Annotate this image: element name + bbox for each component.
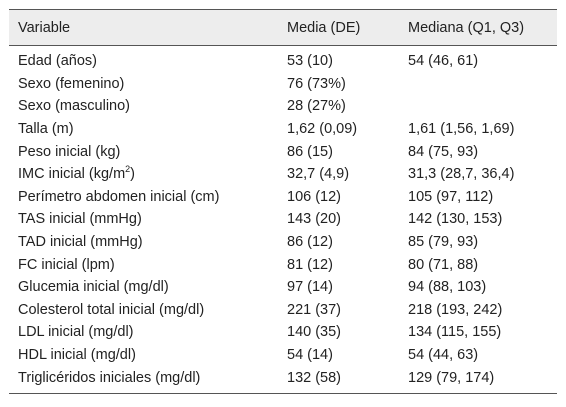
cell-media: 1,62 (0,09): [287, 121, 358, 138]
header-mediana: Mediana (Q1, Q3): [399, 9, 557, 46]
cell-variable: FC inicial (lpm): [18, 256, 115, 273]
cell-variable: Sexo (masculino): [18, 98, 131, 115]
cell-variable: Peso inicial (kg): [18, 143, 121, 160]
table-row: TAS inicial (mmHg) 143 (20) 142 (130, 15…: [9, 208, 557, 231]
cell-media: 86 (15): [287, 143, 333, 160]
cell-media: 81 (12): [287, 256, 333, 273]
data-table: Variable Media (DE) Mediana (Q1, Q3) Eda…: [9, 9, 557, 394]
cell-media: 140 (35): [287, 324, 342, 341]
data-table-container: Variable Media (DE) Mediana (Q1, Q3) Eda…: [9, 9, 557, 394]
cell-variable: Colesterol total inicial (mg/dl): [18, 301, 205, 318]
table-row: LDL inicial (mg/dl) 140 (35) 134 (115, 1…: [9, 321, 557, 344]
cell-variable: Sexo (femenino): [18, 75, 125, 92]
cell-mediana: 54 (46, 61): [408, 53, 479, 70]
table-row: Sexo (femenino) 76 (73%): [9, 73, 557, 96]
table-row: FC inicial (lpm) 81 (12) 80 (71, 88): [9, 253, 557, 276]
cell-mediana: 84 (75, 93): [408, 143, 479, 160]
cell-variable-prefix: IMC inicial (kg/m: [18, 166, 126, 183]
cell-variable: Perímetro abdomen inicial (cm): [18, 188, 220, 205]
cell-media: 53 (10): [287, 53, 333, 70]
cell-media: 97 (14): [287, 279, 333, 296]
cell-variable-suffix: ): [130, 166, 136, 183]
cell-media: 54 (14): [287, 347, 333, 364]
cell-mediana: 134 (115, 155): [408, 324, 502, 341]
cell-mediana: [399, 95, 557, 118]
cell-variable: Talla (m): [18, 121, 74, 138]
cell-media: 32,7 (4,9): [287, 166, 350, 183]
table-row: Perímetro abdomen inicial (cm) 106 (12) …: [9, 186, 557, 209]
cell-variable: Edad (años): [18, 53, 97, 70]
cell-variable: Glucemia inicial (mg/dl): [18, 279, 169, 296]
cell-media: 106 (12): [287, 188, 342, 205]
cell-mediana: 142 (130, 153): [408, 211, 503, 228]
cell-mediana: 85 (79, 93): [408, 234, 479, 251]
table-row: Colesterol total inicial (mg/dl) 221 (37…: [9, 299, 557, 322]
table-header-row: Variable Media (DE) Mediana (Q1, Q3): [9, 9, 557, 46]
table-row: HDL inicial (mg/dl) 54 (14) 54 (44, 63): [9, 344, 557, 367]
table-row: TAD inicial (mmHg) 86 (12) 85 (79, 93): [9, 231, 557, 254]
cell-mediana: 94 (88, 103): [408, 279, 487, 296]
table-row: Triglicéridos iniciales (mg/dl) 132 (58)…: [9, 366, 557, 394]
cell-media: 221 (37): [287, 301, 342, 318]
cell-mediana: 218 (193, 242): [408, 301, 503, 318]
cell-variable: IMC inicial (kg/m2): [9, 163, 278, 186]
cell-media: 143 (20): [287, 211, 342, 228]
header-media: Media (DE): [278, 9, 399, 46]
cell-variable-superscript: 2: [125, 164, 131, 175]
cell-mediana: 31,3 (28,7, 36,4): [408, 166, 515, 183]
table-row: Sexo (masculino) 28 (27%): [9, 95, 557, 118]
cell-mediana: 1,61 (1,56, 1,69): [408, 121, 515, 138]
cell-mediana: 80 (71, 88): [408, 256, 479, 273]
cell-variable: HDL inicial (mg/dl): [18, 347, 136, 364]
cell-variable: TAD inicial (mmHg): [18, 234, 143, 251]
cell-mediana: 129 (79, 174): [399, 366, 557, 394]
table-row: IMC inicial (kg/m2) 32,7 (4,9) 31,3 (28,…: [9, 163, 557, 186]
table-row: Edad (años) 53 (10) 54 (46, 61): [9, 46, 557, 73]
cell-variable: Triglicéridos iniciales (mg/dl): [9, 366, 278, 394]
cell-variable: TAS inicial (mmHg): [18, 211, 142, 228]
table-row: Talla (m) 1,62 (0,09) 1,61 (1,56, 1,69): [9, 118, 557, 141]
cell-media: 132 (58): [278, 366, 399, 394]
cell-variable: LDL inicial (mg/dl): [18, 324, 134, 341]
cell-media: 76 (73%): [287, 75, 346, 92]
cell-mediana: [399, 73, 557, 96]
cell-media: 28 (27%): [287, 98, 346, 115]
cell-mediana: 105 (97, 112): [408, 188, 494, 205]
table-row: Peso inicial (kg) 86 (15) 84 (75, 93): [9, 140, 557, 163]
table-row: Glucemia inicial (mg/dl) 97 (14) 94 (88,…: [9, 276, 557, 299]
header-variable: Variable: [9, 9, 278, 46]
cell-mediana: 54 (44, 63): [408, 347, 479, 364]
cell-media: 86 (12): [287, 234, 333, 251]
